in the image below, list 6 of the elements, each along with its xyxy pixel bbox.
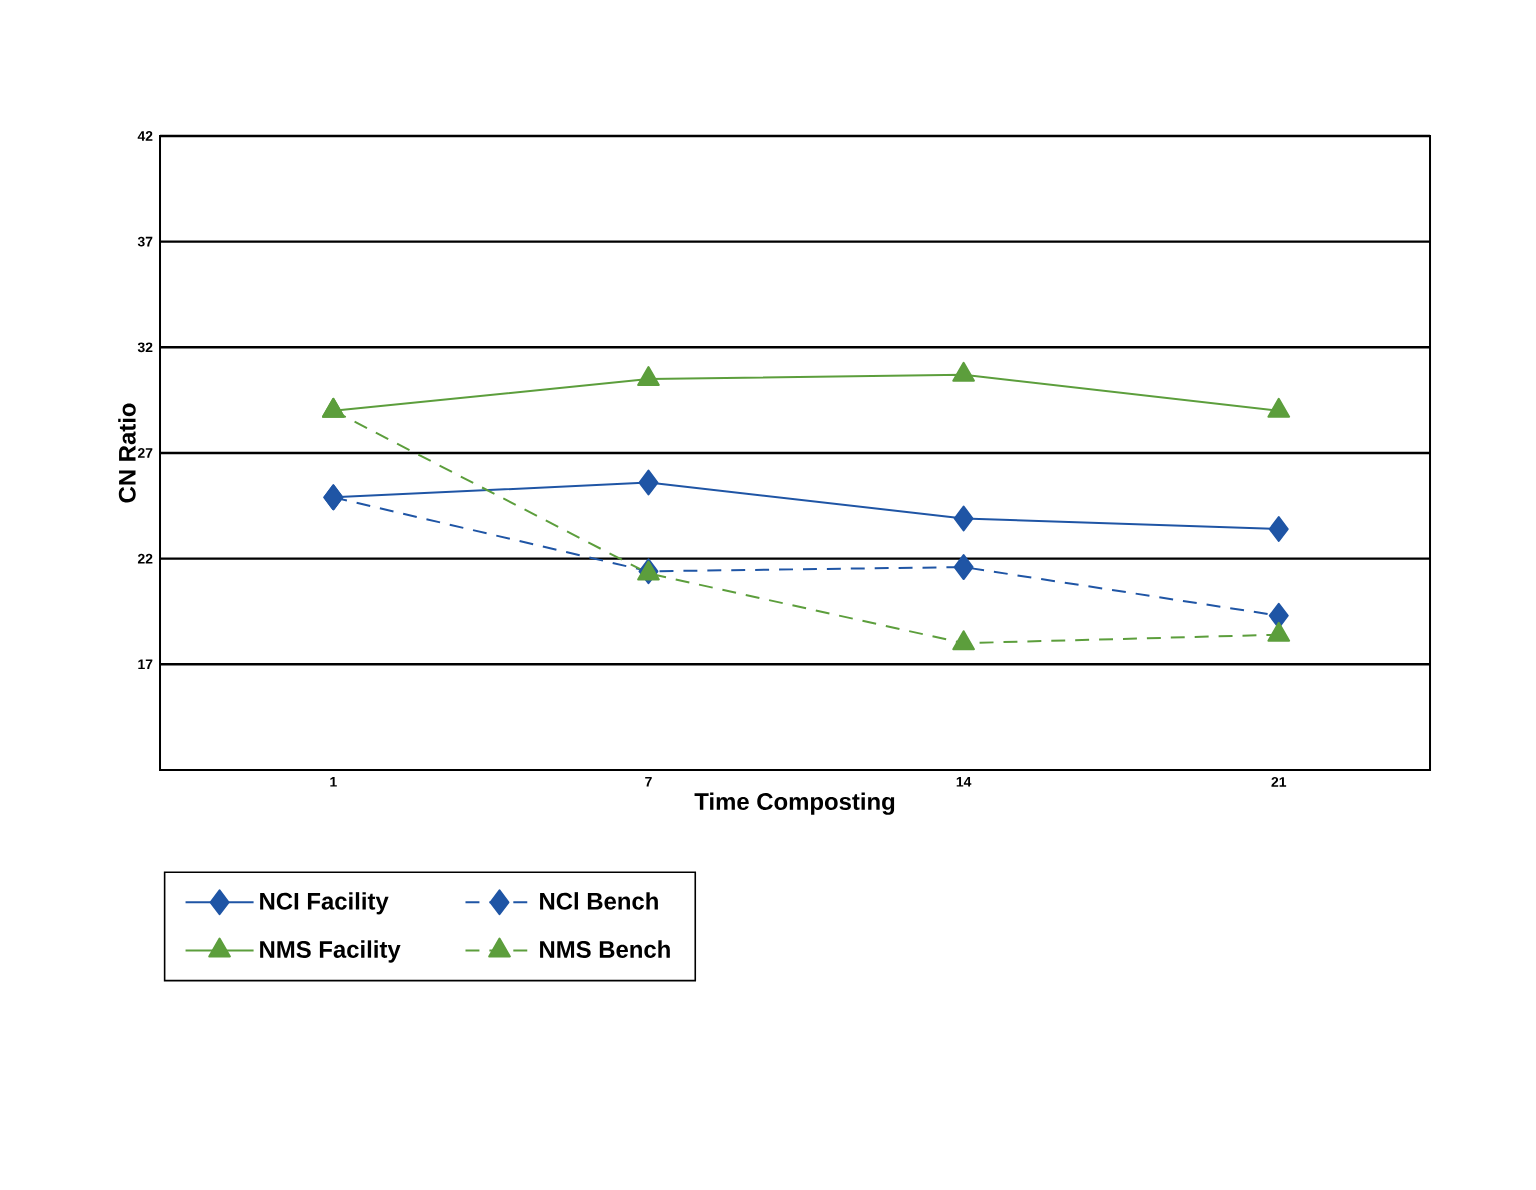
y-axis-title: CN Ratio [118, 403, 136, 503]
legend-label: NCI Facility [260, 892, 389, 915]
legend-label: NMS Facility [260, 940, 401, 963]
legend-label: NCl Bench [540, 892, 658, 910]
x-axis-title: Time Composting [694, 792, 895, 815]
legend-label: NMS Bench [540, 940, 670, 958]
